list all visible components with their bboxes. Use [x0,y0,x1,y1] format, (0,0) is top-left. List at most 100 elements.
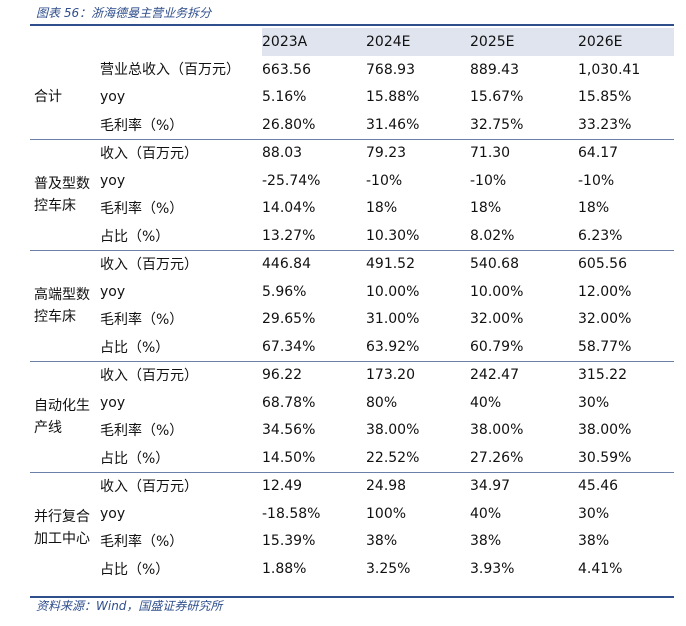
cell-value: 38% [366,527,470,555]
cell-value: 100% [366,500,470,528]
header-blank [94,28,262,56]
cell-value: 24.98 [366,471,470,500]
cell-value: 31.46% [366,111,470,139]
source-note: 资料来源：Wind，国盛证券研究所 [36,599,223,613]
column-header: 2024E [366,28,470,56]
cell-value: 67.34% [262,333,366,361]
table-row: 占比（%） 67.34% 63.92% 60.79% 58.77% [30,333,674,361]
table-row: 毛利率（%） 15.39% 38% 38% 38% [30,527,674,555]
cell-value: 15.39% [262,527,366,555]
cell-value: 30.59% [578,444,674,472]
cell-value: 34.56% [262,416,366,444]
cell-value: 18% [366,194,470,222]
table-row: 自动化生产线 收入（百万元） 96.22 173.20 242.47 315.22 [30,360,674,472]
cell-value: 18% [578,194,674,222]
row-label: yoy [94,500,262,528]
cell-value: 96.22 [262,360,366,389]
cell-value: 173.20 [366,360,470,389]
cell-value: 71.30 [470,138,578,167]
table-row: 毛利率（%） 26.80% 31.46% 32.75% 33.23% [30,111,674,139]
cell-value: 1.88% [262,555,366,583]
group-name: 合计 [30,56,94,139]
table-row: 毛利率（%） 29.65% 31.00% 32.00% 32.00% [30,305,674,333]
row-label: 毛利率（%） [94,111,262,139]
cell-value: 14.50% [262,444,366,472]
cell-value: 33.23% [578,111,674,139]
row-label: 毛利率（%） [94,527,262,555]
cell-value: 14.04% [262,194,366,222]
row-label: yoy [94,278,262,306]
cell-value: 26.80% [262,111,366,139]
cell-value: 6.23% [578,222,674,250]
row-label: 营业总收入（百万元） [94,56,262,84]
cell-value: 45.46 [578,471,674,500]
cell-value: 3.25% [366,555,470,583]
cell-value: 40% [470,500,578,528]
cell-value: 889.43 [470,56,578,84]
cell-value: 12.49 [262,471,366,500]
table-body: 合计 营业总收入（百万元） 663.56 768.93 889.43 1,030.41 yo… [30,56,674,583]
cell-value: 34.97 [470,471,578,500]
cell-value: 10.00% [470,278,578,306]
row-label: 毛利率（%） [94,416,262,444]
cell-value: 30% [578,500,674,528]
cell-value: 38.00% [470,416,578,444]
cell-value: 18% [470,194,578,222]
table-row: 占比（%） 13.27% 10.30% 8.02% 6.23% [30,222,674,250]
table-row: 并行复合加工中心 收入（百万元） 12.49 24.98 34.97 45.46 [30,471,674,583]
row-label: yoy [94,167,262,195]
cell-value: 40% [470,389,578,417]
cell-value: 38.00% [366,416,470,444]
row-label: 收入（百万元） [94,249,262,278]
cell-value: -10% [366,167,470,195]
cell-value: 15.88% [366,83,470,111]
cell-value: 38.00% [578,416,674,444]
header-blank [30,28,94,56]
cell-value: 32.00% [578,305,674,333]
row-label: 毛利率（%） [94,194,262,222]
bottom-rule [30,596,674,598]
cell-value: 1,030.41 [578,56,674,84]
row-label: 收入（百万元） [94,360,262,389]
cell-value: 60.79% [470,333,578,361]
cell-value: 5.96% [262,278,366,306]
cell-value: 5.16% [262,83,366,111]
cell-value: 768.93 [366,56,470,84]
table-row: yoy -25.74% -10% -10% -10% [30,167,674,195]
row-label: 收入（百万元） [94,138,262,167]
row-label: yoy [94,83,262,111]
column-header: 2023A [262,28,366,56]
column-header: 2026E [578,28,674,56]
cell-value: 88.03 [262,138,366,167]
cell-value: 15.67% [470,83,578,111]
row-label: yoy [94,389,262,417]
cell-value: 10.00% [366,278,470,306]
cell-value: 540.68 [470,249,578,278]
table-row: yoy 5.96% 10.00% 10.00% 12.00% [30,278,674,306]
cell-value: 491.52 [366,249,470,278]
cell-value: 663.56 [262,56,366,84]
table-row: 占比（%） 14.50% 22.52% 27.26% 30.59% [30,444,674,472]
group-name: 普及型数控车床 [30,138,94,250]
figure-caption: 图表 56：浙海德曼主营业务拆分 [36,6,212,20]
table-row: 毛利率（%） 34.56% 38.00% 38.00% 38.00% [30,416,674,444]
row-label: 占比（%） [94,444,262,472]
header-row: 2023A 2024E 2025E 2026E [30,28,674,56]
cell-value: 63.92% [366,333,470,361]
table-row: yoy 68.78% 80% 40% 30% [30,389,674,417]
cell-value: 12.00% [578,278,674,306]
group-name: 高端型数控车床 [30,249,94,361]
cell-value: 27.26% [470,444,578,472]
column-header: 2025E [470,28,578,56]
table-row: 毛利率（%） 14.04% 18% 18% 18% [30,194,674,222]
cell-value: 80% [366,389,470,417]
table-row: 占比（%） 1.88% 3.25% 3.93% 4.41% [30,555,674,583]
cell-value: 22.52% [366,444,470,472]
cell-value: 38% [470,527,578,555]
cell-value: 446.84 [262,249,366,278]
row-label: 收入（百万元） [94,471,262,500]
table-row: yoy -18.58% 100% 40% 30% [30,500,674,528]
table-row: yoy 5.16% 15.88% 15.67% 15.85% [30,83,674,111]
table-row: 高端型数控车床 收入（百万元） 446.84 491.52 540.68 605.56 [30,249,674,361]
cell-value: 242.47 [470,360,578,389]
